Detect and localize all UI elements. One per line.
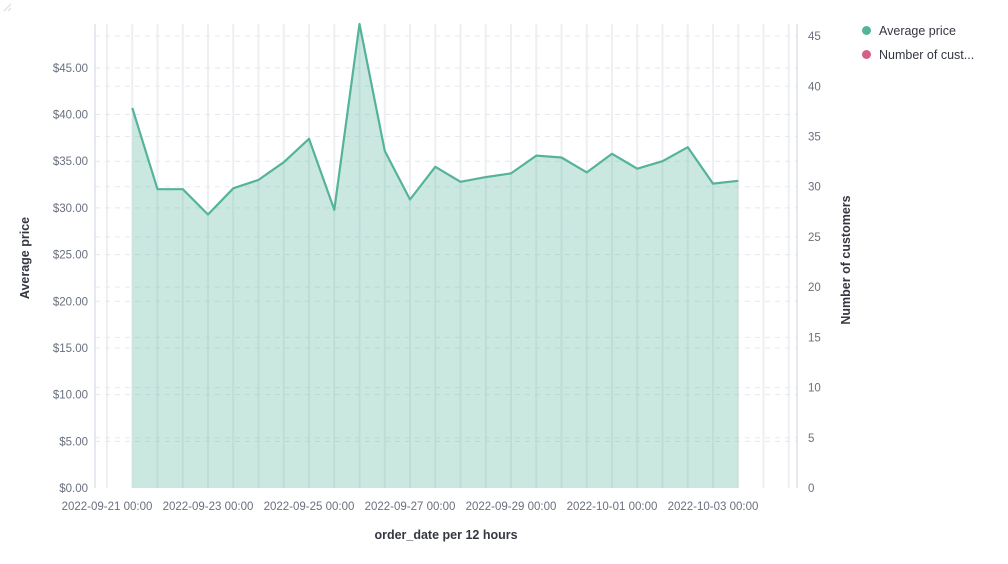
y-axis-tick-label-left: $0.00 — [59, 483, 88, 495]
y-axis-tick-label-left: $45.00 — [53, 63, 88, 75]
y-axis-tick-label-right: 25 — [808, 232, 821, 244]
x-axis-tick-label: 2022-09-25 00:00 — [264, 501, 355, 513]
x-axis-tick-label: 2022-09-29 00:00 — [466, 501, 557, 513]
y-axis-title-left: Average price — [18, 216, 32, 300]
x-axis-tick-label: 2022-09-27 00:00 — [365, 501, 456, 513]
y-axis-tick-label-left: $20.00 — [53, 296, 88, 308]
x-axis-tick-label: 2022-10-01 00:00 — [567, 501, 658, 513]
y-axis-tick-label-right: 45 — [808, 31, 821, 43]
y-axis-tick-label-left: $5.00 — [59, 436, 88, 448]
y-axis-tick-label-right: 20 — [808, 282, 821, 294]
legend-swatch-green-icon — [862, 26, 871, 35]
y-axis-tick-label-left: $40.00 — [53, 110, 88, 122]
x-axis-title: order_date per 12 hours — [374, 528, 518, 542]
legend-item-number-of-customers[interactable]: Number of cust... — [862, 44, 974, 65]
x-axis-tick-label: 2022-09-21 00:00 — [62, 501, 153, 513]
y-axis-tick-label-right: 5 — [808, 433, 814, 445]
legend-item-average-price[interactable]: Average price — [862, 20, 974, 41]
y-axis-tick-label-left: $15.00 — [53, 343, 88, 355]
y-axis-tick-label-right: 35 — [808, 132, 821, 144]
y-axis-tick-label-left: $30.00 — [53, 203, 88, 215]
y-axis-tick-label-right: 0 — [808, 483, 814, 495]
legend-item-label: Number of cust... — [879, 47, 975, 62]
legend-swatch-pink-icon — [862, 50, 871, 59]
x-axis-tick-label: 2022-10-03 00:00 — [668, 501, 759, 513]
y-axis-tick-label-right: 15 — [808, 332, 821, 344]
series-area-fill — [132, 24, 739, 488]
y-axis-title-right: Number of customers — [839, 195, 853, 325]
resize-handle-icon[interactable] — [0, 0, 12, 12]
x-axis-tick-label: 2022-09-23 00:00 — [163, 501, 254, 513]
y-axis-tick-label-left: $25.00 — [53, 250, 88, 262]
series-line — [131, 22, 739, 216]
y-axis-tick-label-left: $35.00 — [53, 156, 88, 168]
y-axis-tick-label-right: 10 — [808, 383, 821, 395]
y-axis-tick-label-right: 40 — [808, 81, 821, 93]
y-axis-tick-label-left: $10.00 — [53, 390, 88, 402]
chart-legend: Average price Number of cust... — [862, 20, 974, 65]
legend-item-label: Average price — [879, 23, 956, 38]
y-axis-tick-label-right: 30 — [808, 182, 821, 194]
